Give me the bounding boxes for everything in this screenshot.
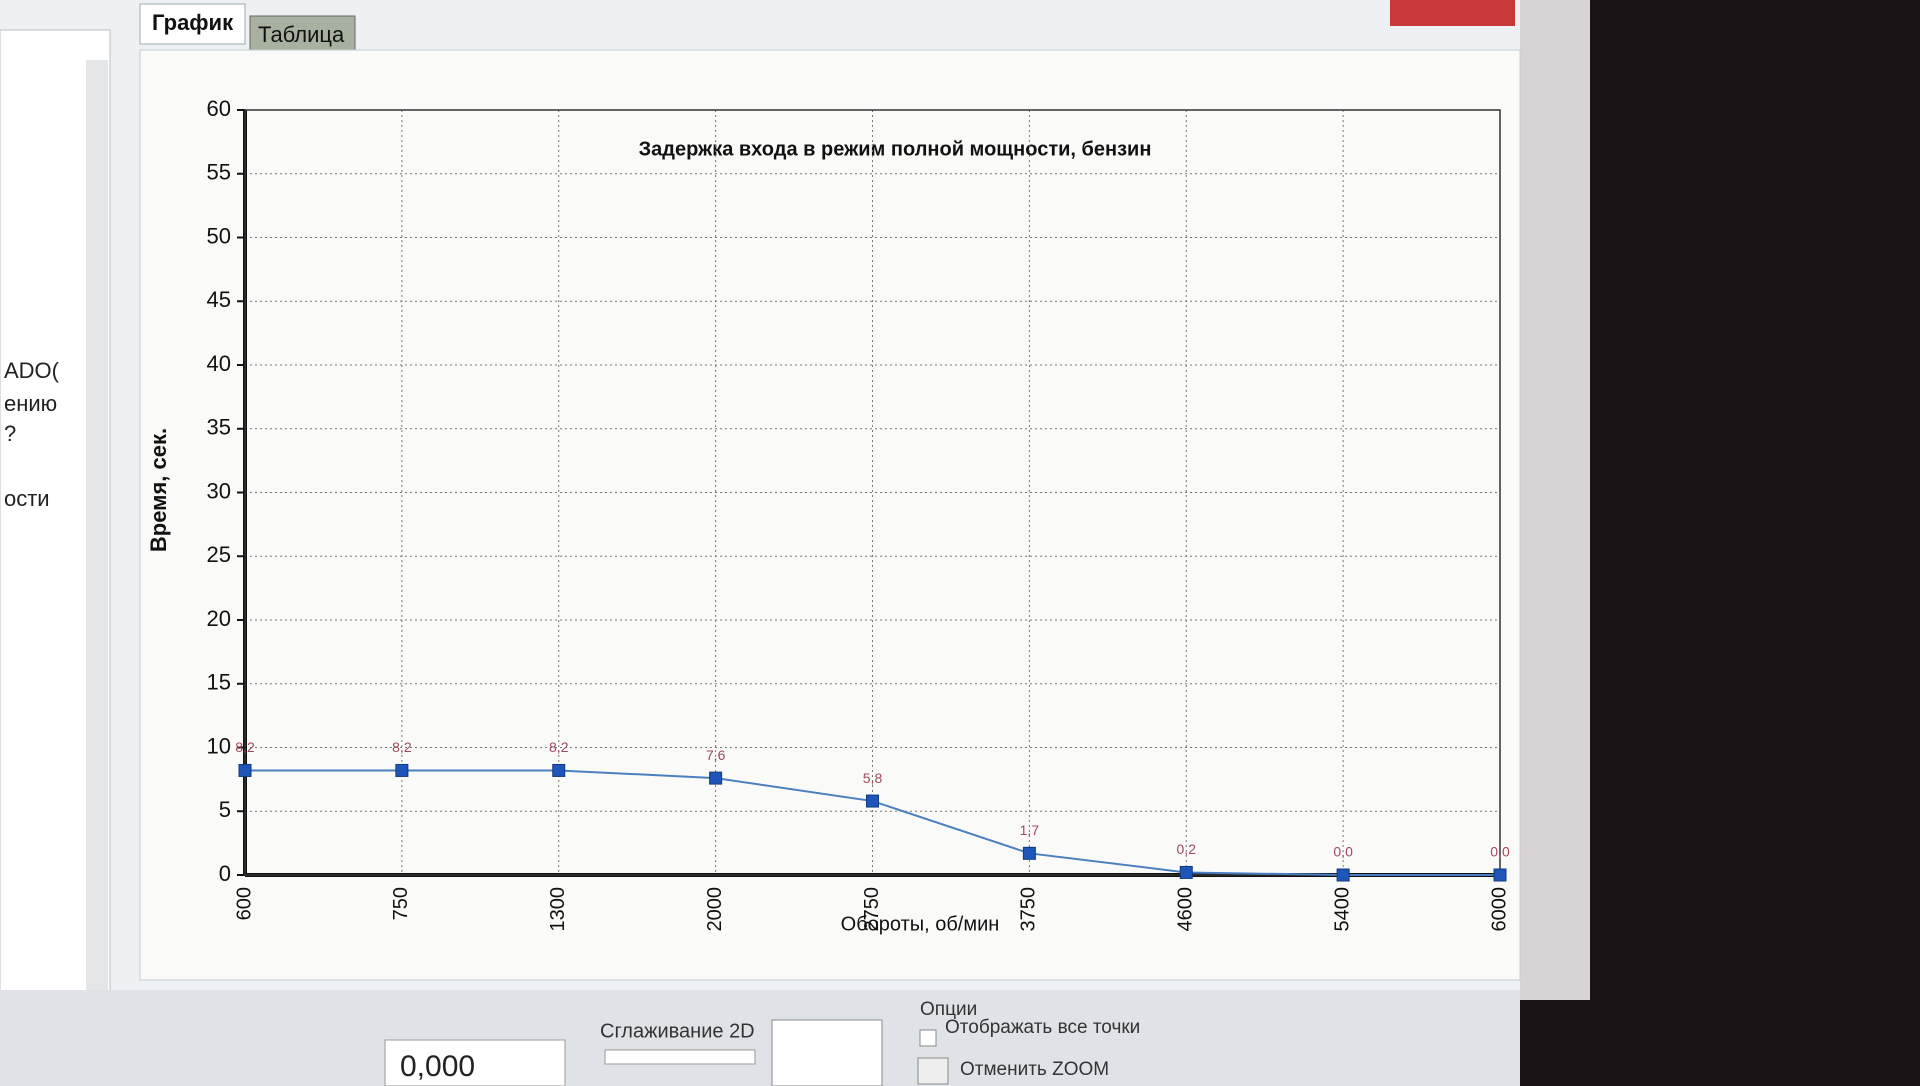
- tab-active[interactable]: [139, 3, 246, 45]
- panel-text: ости: [4, 486, 50, 511]
- value-label: 8,2: [549, 739, 569, 755]
- point: [1493, 868, 1507, 882]
- value-label: 7,6: [706, 747, 726, 763]
- x-tick-label: 600: [233, 887, 255, 920]
- scrollbar[interactable]: [86, 60, 108, 1010]
- y-tick-label: 25: [207, 542, 231, 567]
- y-tick-label: 0: [219, 861, 231, 886]
- number-value: 0,000: [400, 1050, 475, 1083]
- point: [395, 763, 409, 777]
- y-tick-label: 15: [207, 670, 231, 695]
- x-tick-label: 1300: [547, 887, 569, 932]
- x-tick-label: 2750: [861, 887, 883, 932]
- y-tick-label: 40: [207, 351, 231, 376]
- y-tick-label: 55: [207, 160, 231, 185]
- smoothing-slider[interactable]: [604, 1049, 756, 1065]
- y-tick-label: 60: [207, 96, 231, 121]
- chart: Задержка входа в режим полной мощности, …: [146, 96, 1510, 935]
- point: [1336, 868, 1350, 882]
- x-tick-label: 2000: [704, 887, 726, 932]
- plot-border: [244, 109, 1501, 876]
- smoothing-preview: [771, 1019, 883, 1086]
- y-tick-label: 50: [207, 223, 231, 248]
- zoom-button-icon[interactable]: [917, 1057, 949, 1085]
- y-tick-label: 10: [207, 733, 231, 758]
- number-input[interactable]: [384, 1039, 566, 1086]
- panel-text: ADO(: [4, 358, 60, 383]
- x-tick-label: 3750: [1018, 887, 1040, 932]
- x-axis-label: Обороты, об/мин: [841, 913, 1000, 935]
- value-label: 8,2: [235, 739, 255, 755]
- panel-text: ению: [4, 391, 57, 416]
- checkbox[interactable]: [919, 1029, 937, 1047]
- x-tick-label: 5400: [1331, 887, 1353, 932]
- value-label: 0,2: [1177, 841, 1197, 857]
- tab[interactable]: График: [152, 10, 234, 35]
- x-tick-label: 6000: [1488, 887, 1510, 932]
- y-tick-label: 35: [207, 415, 231, 440]
- smoothing-label: Сглаживание 2D: [600, 1020, 755, 1042]
- y-tick-label: 45: [207, 287, 231, 312]
- value-label: 1,7: [1020, 822, 1040, 838]
- options-label: Опции: [920, 999, 977, 1020]
- y-tick-label: 20: [207, 606, 231, 631]
- checkbox-label[interactable]: Отображать все точки: [945, 1017, 1140, 1038]
- chart-panel: [139, 49, 1521, 981]
- chart-title: Задержка входа в режим полной мощности, …: [639, 138, 1152, 160]
- x-tick-label: 750: [390, 887, 412, 920]
- close-button[interactable]: [1390, 0, 1515, 26]
- tab[interactable]: Таблица: [258, 22, 345, 47]
- point: [238, 763, 252, 777]
- value-label: 0,0: [1490, 844, 1510, 860]
- point: [709, 771, 723, 785]
- panel-text: ?: [4, 421, 16, 446]
- point: [552, 763, 566, 777]
- value-label: 0,0: [1333, 844, 1353, 860]
- point: [1022, 846, 1036, 860]
- zoom-button[interactable]: Отменить ZOOM: [960, 1059, 1109, 1080]
- x-tick-label: 4600: [1175, 887, 1197, 932]
- value-label: 5,8: [863, 770, 883, 786]
- value-label: 8,2: [392, 739, 412, 755]
- y-tick-label: 5: [219, 797, 231, 822]
- y-tick-label: 30: [207, 478, 231, 503]
- point: [1179, 865, 1193, 879]
- point: [866, 794, 879, 808]
- toolbar: [0, 990, 1520, 1086]
- y-axis-label: Время, сек.: [146, 428, 171, 552]
